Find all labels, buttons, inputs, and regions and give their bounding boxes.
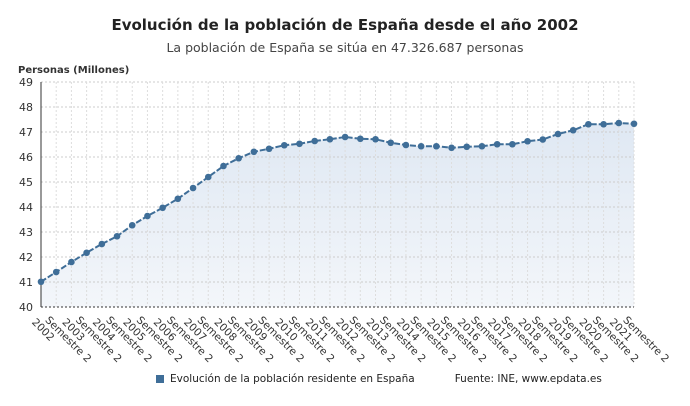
data-point [296,140,303,148]
data-point [113,232,121,240]
data-point [554,130,562,138]
data-point [326,135,334,143]
data-point [493,140,501,148]
data-point [220,162,227,170]
data-point [463,143,471,151]
data-point [265,145,273,153]
data-point [539,136,547,143]
chart-subtitle: La población de España se sitúa en 47.32… [166,40,524,55]
area-fill [41,123,634,307]
y-tick-label: 49 [19,76,33,89]
data-point [250,148,258,156]
data-point [189,184,197,192]
y-tick-label: 47 [19,126,33,139]
y-tick-label: 44 [19,201,33,214]
y-tick-label: 46 [19,151,33,164]
legend: Evolución de la población residente en E… [156,373,602,385]
y-tick-label: 40 [19,301,33,314]
data-point [357,135,364,143]
y-axis-label: Personas (Millones) [18,65,130,76]
data-point [615,119,623,127]
data-point [569,126,577,134]
y-tick-label: 43 [19,226,33,239]
data-point [144,212,151,220]
data-point [448,144,455,152]
data-point [128,221,136,229]
data-point [159,204,166,212]
data-point [235,154,242,162]
chart-title: Evolución de la población de España desd… [111,16,579,34]
data-point [372,135,379,143]
data-point [585,120,592,128]
data-point [600,120,607,128]
data-point [37,278,45,286]
data-point [630,120,638,128]
source-text: Fuente: INE, www.epdata.es [454,373,602,385]
data-point [83,249,90,257]
data-point [402,141,410,149]
data-point [311,137,318,145]
legend-swatch [156,375,164,383]
data-point [387,139,395,147]
legend-label: Evolución de la población residente en E… [170,373,415,385]
data-point [280,141,288,149]
y-tick-label: 42 [19,251,33,264]
data-point [509,140,516,148]
y-tick-label: 45 [19,176,33,189]
y-tick-label: 41 [19,276,33,289]
data-point [98,240,106,248]
data-point [417,142,425,150]
data-point [204,173,212,181]
data-point [68,258,75,266]
data-point [524,137,531,145]
data-point [478,142,486,150]
data-point [341,133,349,141]
data-point [174,195,182,203]
data-point [52,268,60,276]
data-point [433,142,440,150]
y-tick-label: 48 [19,101,33,114]
series-line [40,121,635,283]
